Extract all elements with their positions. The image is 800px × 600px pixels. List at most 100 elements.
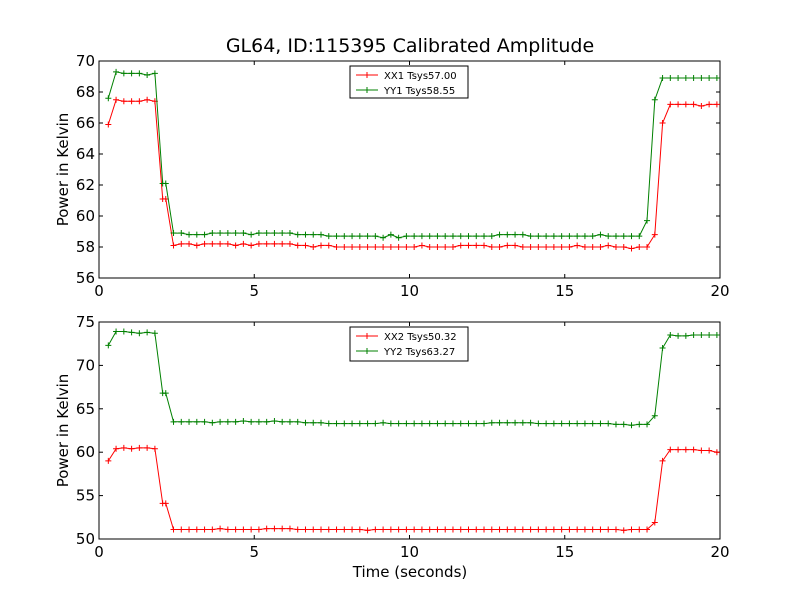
top-plot-data-point [380,234,387,241]
bottom-plot-data-point [535,420,542,427]
bottom-plot-data-point [120,328,127,335]
bottom-plot-data-point [395,526,402,533]
bottom-plot-data-point [333,526,340,533]
top-plot-data-point [465,242,472,249]
bottom-plot-data-point [457,420,464,427]
bottom-plot-data-point [535,526,542,533]
bottom-plot-data-point [310,419,317,426]
top-plot-data-point [527,244,534,250]
bottom-plot-data-point [209,419,216,426]
bottom-plot-data-point [605,420,612,427]
top-plot-data-point [105,95,112,102]
top-plot-data-point [279,230,286,237]
top-plot-data-point [442,233,449,240]
bottom-plot-data-point [449,420,456,427]
top-plot-data-point [675,101,682,108]
bottom-plot-data-point [248,526,255,533]
top-plot-data-point [543,233,550,240]
bottom-plot-data-point [481,526,488,533]
top-plot-data-point [294,231,301,238]
top-plot-data-point [325,233,332,240]
bottom-plot-data-point [178,418,185,425]
top-plot-data-point [120,98,127,105]
top-plot-data-point [151,70,158,77]
top-plot-data-point [356,244,363,250]
bottom-plot-xtick-label: 10 [400,543,419,561]
bottom-plot-data-point [543,526,550,533]
bottom-plot-data-point [403,526,410,533]
top-plot-data-point [248,242,255,249]
bottom-plot-data-point [364,420,371,427]
top-plot-legend-marker [364,87,370,93]
bottom-plot-data-point [356,420,363,427]
bottom-plot-data-point [512,419,519,426]
bottom-plot-data-point [605,526,612,533]
top-plot-data-point [713,101,720,108]
bottom-plot-xlabel: Time (seconds) [352,563,468,581]
bottom-plot-data-point [690,332,697,339]
bottom-plot-data-point [589,526,596,533]
bottom-plot-data-point [465,526,472,533]
bottom-plot-data-point [240,526,247,533]
top-plot-data-point [566,233,573,240]
top-plot-ytick-label: 62 [76,176,95,194]
bottom-plot-data-point [519,419,526,426]
bottom-plot-data-point [193,418,200,425]
top-plot-data-point [706,101,713,108]
bottom-plot-data-point [651,412,658,419]
top-plot-data-point [240,230,247,237]
top-plot-data-point [364,244,371,250]
top-plot-data-point [286,240,293,247]
top-plot: Power in Kelvin 0 5 10 15 20 56 58 60 62 64 66 68 70… [54,52,730,300]
top-plot-data-point [620,244,627,250]
bottom-plot-data-point [488,526,495,533]
bottom-plot-legend-label: YY2 Tsys63.27 [383,347,455,358]
top-plot-data-point [504,231,511,238]
bottom-plot-data-point [178,526,185,533]
bottom-plot-data-point [217,525,224,532]
bottom-plot-data-point [224,526,231,533]
bottom-plot-data-point [136,444,143,451]
top-plot-xtick-label: 15 [555,282,574,300]
top-plot-data-point [512,242,519,249]
top-plot-data-point [597,231,604,238]
top-plot-data-point [263,240,270,247]
top-plot-data-point [271,240,278,247]
bottom-plot-data-point [294,526,301,533]
chart-title: GL64, ID:115395 Calibrated Amplitude [226,35,594,57]
bottom-plot-data-point [356,526,363,533]
bottom-plot-data-point [341,420,348,427]
bottom-plot-data-point [628,422,635,429]
top-plot-data-point [706,75,713,82]
top-plot-data-point [333,233,340,240]
bottom-plot-data-point [706,447,713,454]
top-plot-data-point [675,75,682,82]
bottom-plot-data-point [403,420,410,427]
bottom-plot-data-point [136,330,143,337]
bottom-plot-legend-frame [349,326,469,362]
top-plot-data-point [201,240,208,247]
top-plot-data-point [279,240,286,247]
top-plot-data-point [612,244,619,250]
top-plot-data-point [136,70,143,77]
top-plot-data-point [667,101,674,108]
top-plot-xtick-label: 10 [400,282,419,300]
top-plot-data-point [535,233,542,240]
top-plot-data-point [170,230,177,237]
top-plot-data-point [232,242,239,249]
top-plot-data-point [581,244,588,250]
top-plot-data-point [136,98,143,105]
bottom-plot-data-point [310,526,317,533]
top-plot-data-point [364,233,371,240]
bottom-plot-data-point [302,419,309,426]
bottom-plot-data-point [217,418,224,425]
top-plot-data-point [651,231,658,238]
bottom-plot-data-point [286,418,293,425]
top-plot-data-point [581,233,588,240]
bottom-plot-data-point [201,526,208,533]
top-plot-data-point [372,233,379,240]
top-plot-ytick-label: 66 [76,114,95,132]
top-plot-data-point [628,245,635,252]
bottom-plot-data-point [488,419,495,426]
bottom-plot-data-point [612,526,619,533]
